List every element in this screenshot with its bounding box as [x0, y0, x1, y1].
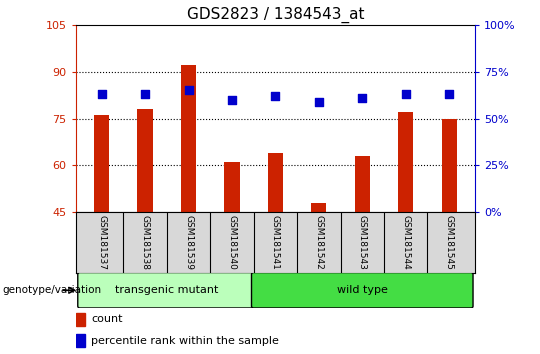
- Text: GSM181544: GSM181544: [401, 215, 410, 270]
- Point: [228, 97, 237, 103]
- Bar: [181, 65, 196, 212]
- Text: count: count: [91, 314, 123, 325]
- Text: GSM181545: GSM181545: [444, 215, 454, 270]
- Bar: [442, 119, 457, 212]
- Point: [184, 87, 193, 93]
- Bar: [268, 153, 283, 212]
- Text: GSM181539: GSM181539: [184, 215, 193, 270]
- FancyBboxPatch shape: [78, 273, 256, 308]
- Bar: [224, 162, 240, 212]
- Bar: [76, 313, 85, 326]
- Text: GSM181538: GSM181538: [140, 215, 150, 270]
- Point: [358, 95, 367, 101]
- Bar: [355, 156, 370, 212]
- Bar: [76, 334, 85, 347]
- Point: [445, 91, 454, 97]
- Text: GSM181537: GSM181537: [97, 215, 106, 270]
- Text: wild type: wild type: [337, 285, 388, 295]
- Bar: [398, 112, 413, 212]
- Text: GSM181543: GSM181543: [358, 215, 367, 270]
- Text: GSM181540: GSM181540: [227, 215, 237, 270]
- Point: [314, 99, 323, 104]
- Point: [97, 91, 106, 97]
- Bar: [138, 109, 153, 212]
- Bar: [311, 203, 327, 212]
- Text: percentile rank within the sample: percentile rank within the sample: [91, 336, 279, 346]
- FancyBboxPatch shape: [252, 273, 473, 308]
- Text: GSM181541: GSM181541: [271, 215, 280, 270]
- Point: [401, 91, 410, 97]
- Point: [271, 93, 280, 99]
- Text: transgenic mutant: transgenic mutant: [115, 285, 219, 295]
- Title: GDS2823 / 1384543_at: GDS2823 / 1384543_at: [187, 7, 364, 23]
- Bar: [94, 115, 109, 212]
- Text: genotype/variation: genotype/variation: [3, 285, 102, 295]
- Text: GSM181542: GSM181542: [314, 215, 323, 270]
- Point: [141, 91, 150, 97]
